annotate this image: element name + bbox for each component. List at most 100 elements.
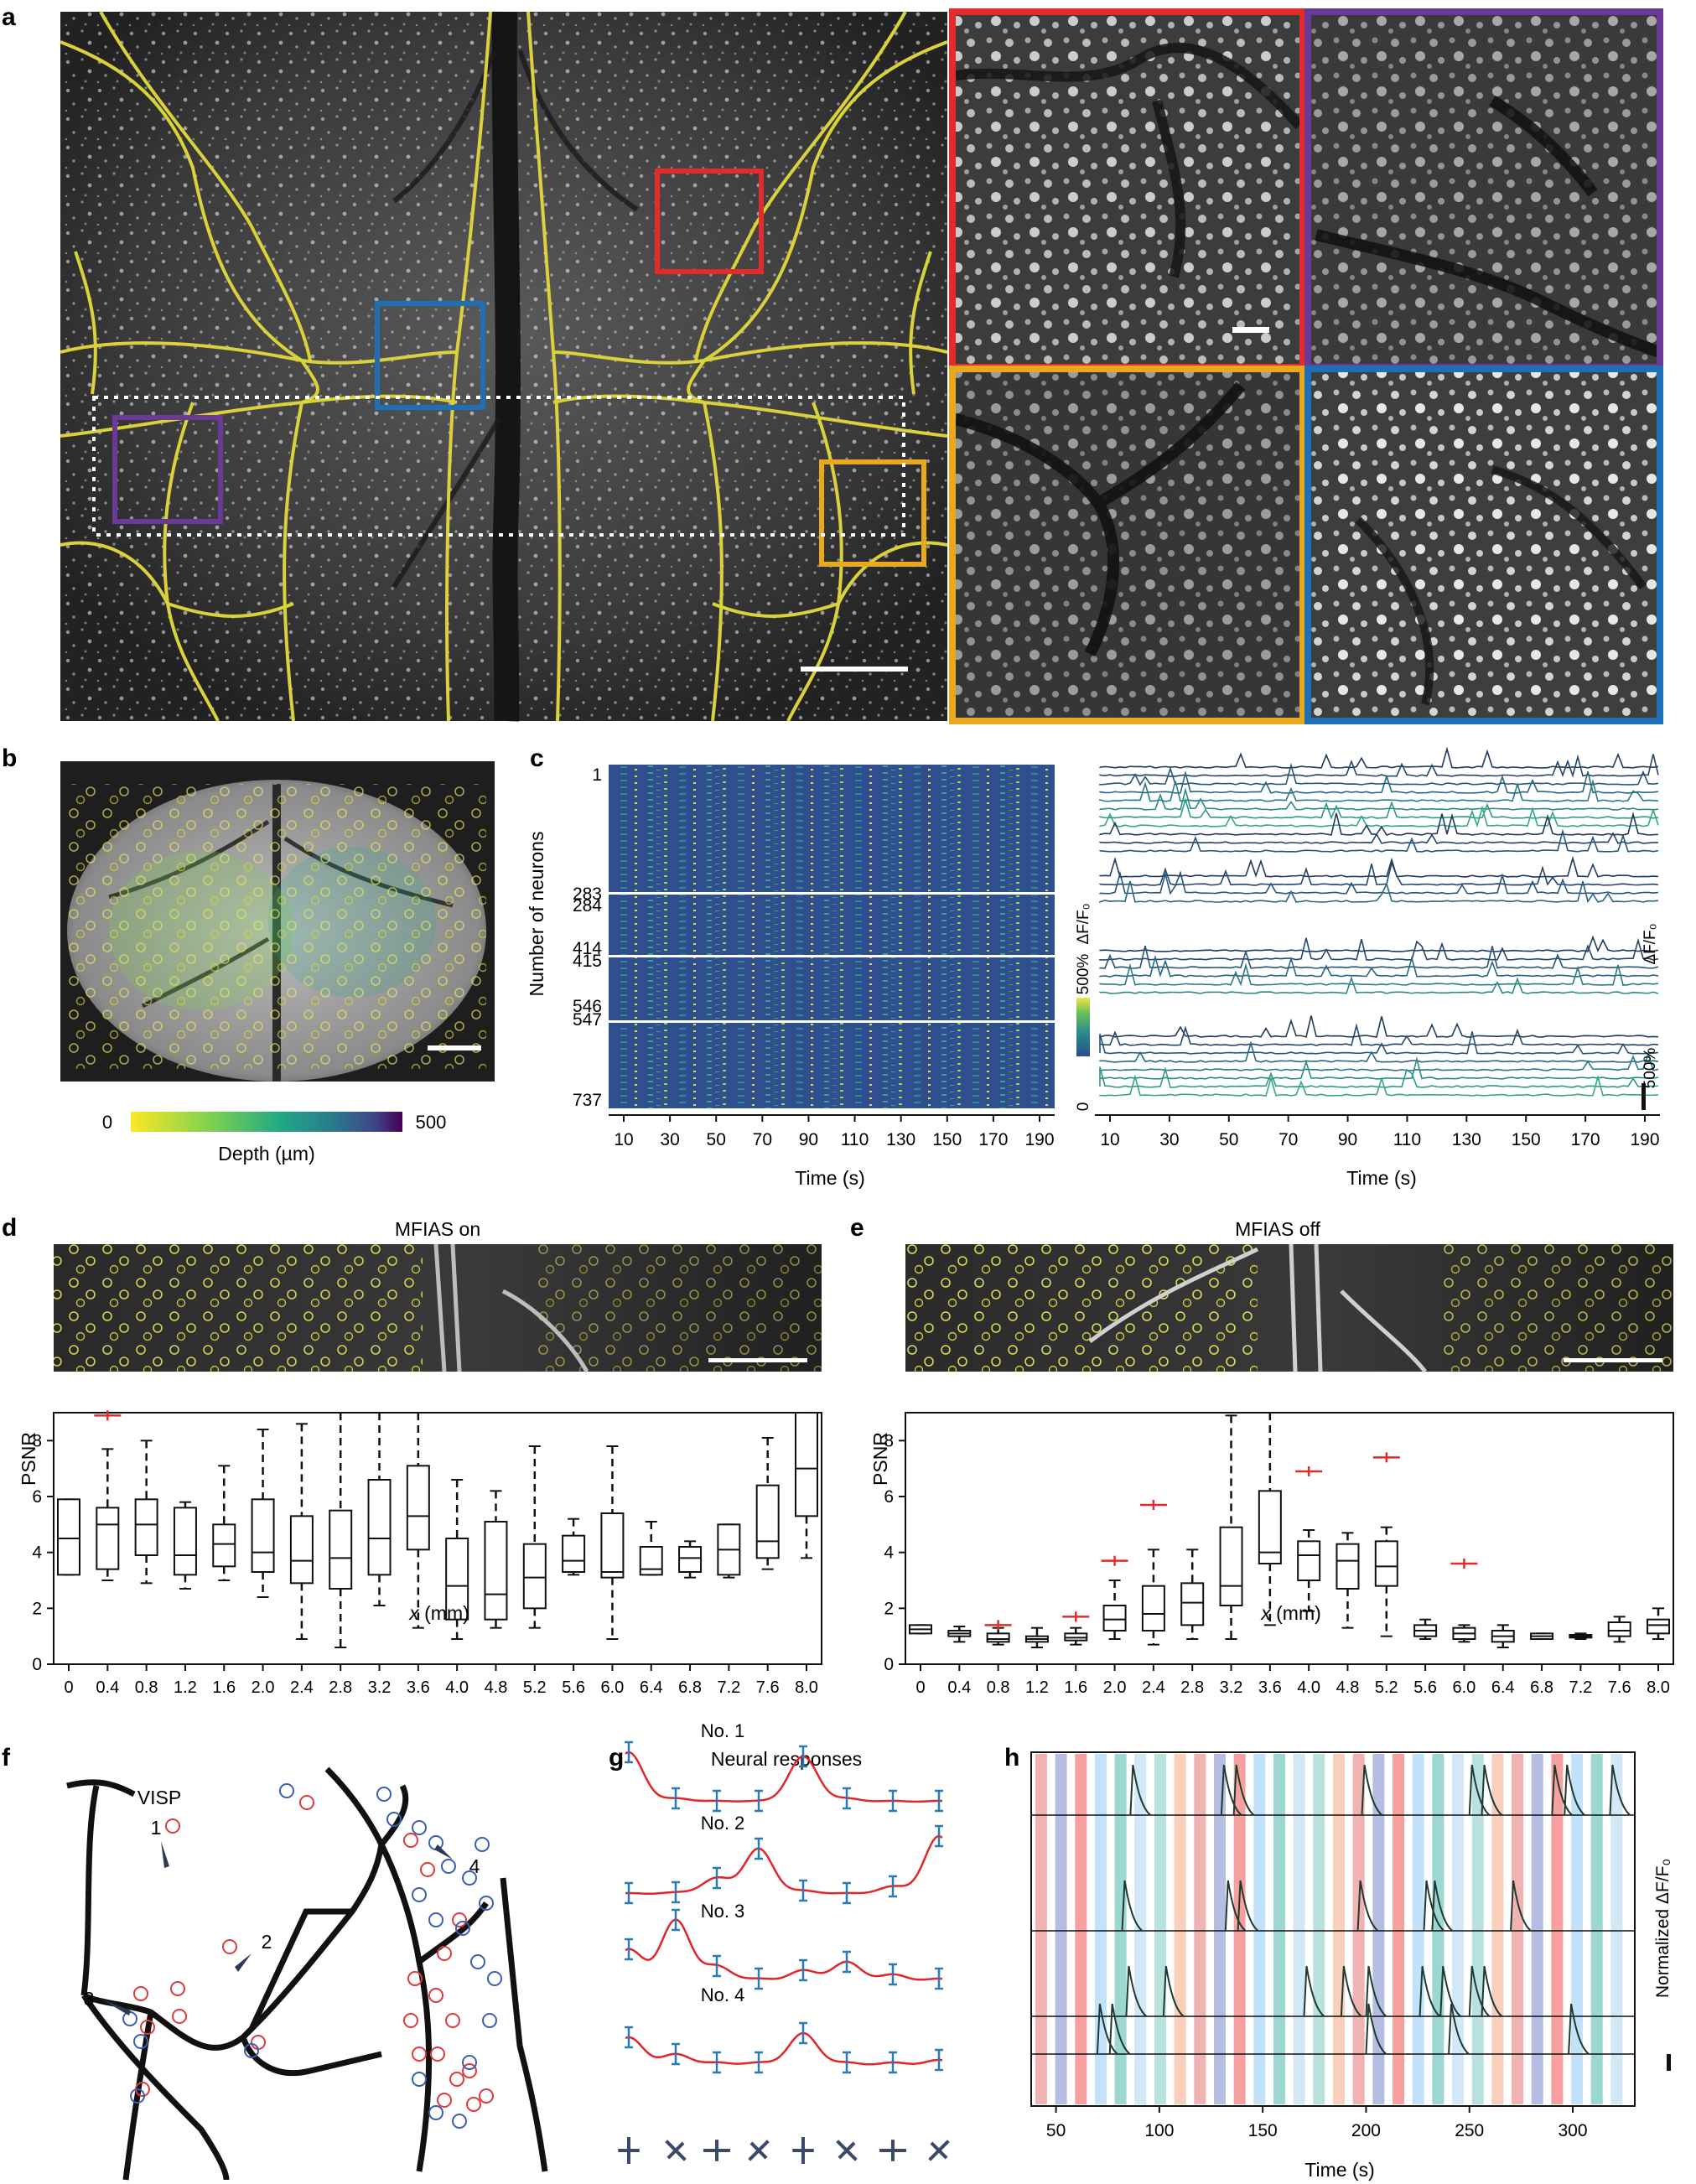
calcium-trace [1099, 754, 1659, 778]
h-spike [1551, 1764, 1574, 1816]
f-cell-blue [376, 1787, 392, 1802]
c-xtick-label: 90 [799, 1130, 818, 1149]
x-tick-label: 0.8 [987, 1678, 1010, 1697]
x-tick-label: 6.4 [1491, 1678, 1515, 1697]
box-iqr [1219, 1526, 1243, 1606]
calcium-trace [1099, 976, 1659, 994]
box-iqr [289, 1515, 314, 1585]
panel-label-g: g [609, 1744, 624, 1772]
drift-direction-icon [928, 2140, 950, 2161]
strip-region-dashed-box [92, 396, 905, 537]
f-cell-markers [122, 1783, 502, 2129]
tuning-curve [625, 1751, 943, 1803]
c-xtick-label: 130 [886, 1130, 915, 1149]
stimulus-bar [1610, 1754, 1623, 2104]
h-spike [1365, 2003, 1387, 2055]
x-tick-label: 6.4 [640, 1678, 663, 1697]
c-xtick-label: 10 [614, 1130, 633, 1149]
c-xtick-label: 150 [1512, 1130, 1541, 1149]
x-tick-label: 7.2 [1569, 1678, 1592, 1697]
boxplot-frame [53, 1412, 822, 1665]
x-tick-label: 5.6 [562, 1678, 585, 1697]
h-xlabel: Time (s) [1304, 2159, 1374, 2181]
box-iqr [1374, 1540, 1398, 1587]
c-xtick-label: 190 [1024, 1130, 1054, 1149]
h-spike [1303, 1965, 1325, 2017]
c-row-tick: 415 [573, 952, 602, 971]
f-cell-red [437, 2093, 452, 2108]
calcium-trace [1099, 1015, 1659, 1038]
drift-direction-icon [879, 2140, 906, 2161]
c-row-tick: 737 [573, 1091, 602, 1110]
calcium-trace [1099, 962, 1659, 987]
panel-f: f VISP 1 2 3 4 [2, 1744, 548, 2181]
h-xtick-label: 250 [1455, 2121, 1484, 2140]
depth-colorbar [131, 1112, 402, 1132]
f-cell-red [462, 2063, 477, 2078]
f-cell-red [172, 2009, 187, 2024]
h-spike [1162, 1965, 1185, 2017]
roi-box-blue [375, 301, 485, 410]
y-tick-label: 8 [884, 1431, 894, 1450]
x-tick-label: 0.4 [96, 1678, 119, 1697]
neuron-depth-rings [67, 784, 486, 1069]
e-boxplot: 0 2 4 6 8 0 0.4 0.8 1.2 1.6 2.0 2.4 2.8 3.2 3.6 4.0 4.8 5… [884, 1412, 1674, 1697]
box-iqr [1647, 1618, 1670, 1635]
x-tick-label: 1.2 [174, 1678, 197, 1697]
x-tick-label: 0 [64, 1678, 73, 1697]
box-iqr [1180, 1582, 1205, 1626]
h-spike [1468, 1764, 1491, 1816]
h-ylabel: Normalized ΔF/F₀ [1653, 1859, 1673, 1998]
box-iqr [1607, 1621, 1631, 1637]
stimulus-bar [1590, 1754, 1603, 2104]
e-ylabel: PSNR [869, 1432, 891, 1486]
x-tick-label: 5.2 [1375, 1678, 1398, 1697]
trace-unit-label: ΔF/F₀ [1642, 923, 1659, 964]
calcium-trace [1099, 946, 1659, 969]
c-row-tick: 546 [573, 997, 602, 1016]
box-iqr [986, 1632, 1010, 1643]
f-cell-red [403, 1833, 418, 1848]
f-cell-red [420, 1862, 435, 1877]
calcium-trace [1099, 828, 1659, 853]
stimulus-bar [1372, 1754, 1385, 2104]
zoom-scale-bar [1232, 327, 1269, 333]
c-xtick-label: 150 [932, 1130, 962, 1149]
c-ylabel: Number of neurons [526, 832, 547, 997]
f-cell-blue [279, 1783, 294, 1798]
x-tick-label: 1.6 [1064, 1678, 1087, 1697]
box-iqr [522, 1543, 547, 1610]
f-cell-red [222, 1939, 237, 1954]
h-spike [1419, 1965, 1441, 2017]
c-xtick-label: 190 [1630, 1130, 1659, 1149]
e-scale-bar [1564, 1358, 1662, 1362]
c-row-tick: 1 [592, 765, 602, 785]
stimulus-bar [1213, 1754, 1226, 2104]
drift-direction-icon [666, 2141, 685, 2160]
stimulus-bar [1531, 1754, 1543, 2104]
y-tick-label: 6 [32, 1487, 42, 1507]
c-colorbar [1076, 998, 1090, 1056]
f-cell-blue [452, 2114, 467, 2129]
f-cell-red [445, 2013, 460, 2028]
boxplot-frame [905, 1412, 1674, 1665]
x-tick-label: 4.8 [1336, 1678, 1360, 1697]
zoom-purple [1304, 8, 1663, 371]
g-title: Neural responses [711, 1748, 862, 1770]
h-xtick-label: 200 [1351, 2121, 1381, 2140]
f-cell-blue [455, 1921, 470, 1936]
c-row-tick: 414 [573, 939, 602, 958]
stimulus-bar [1313, 1754, 1325, 2104]
c-xtick-label: 50 [707, 1130, 726, 1149]
c-xtick-label: 50 [1219, 1130, 1238, 1149]
box-iqr [678, 1546, 703, 1573]
calcium-trace [1099, 832, 1659, 844]
d-title: MFIAS on [395, 1218, 480, 1240]
y-tick-label: 0 [32, 1655, 42, 1674]
stimulus-bar [1055, 1754, 1067, 2104]
box-iqr [134, 1498, 158, 1557]
panel-label-f: f [2, 1744, 11, 1772]
x-tick-label: 7.6 [1608, 1678, 1631, 1697]
tuning-curve [625, 1834, 943, 1896]
y-tick-label: 4 [32, 1543, 42, 1563]
